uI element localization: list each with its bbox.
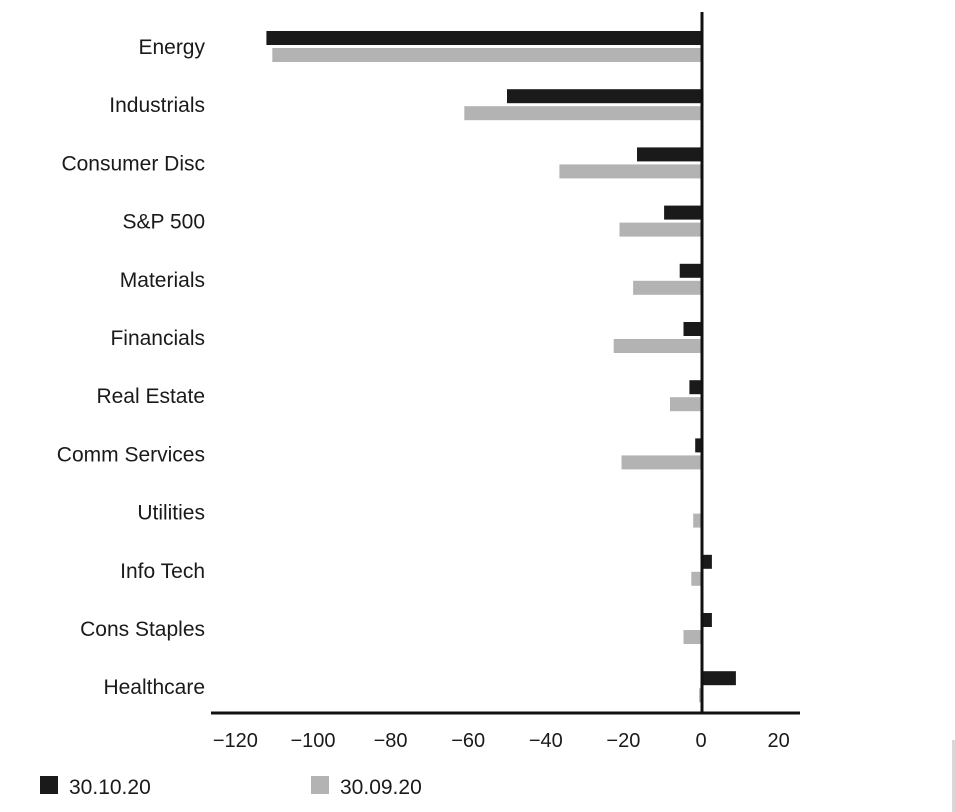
category-label-utilities: Utilities — [137, 502, 205, 525]
bar-energy-30-09-20 — [272, 48, 701, 62]
bar-consumer-disc-30-09-20 — [559, 164, 701, 179]
bars-group — [266, 31, 736, 703]
bar-real-estate-30-10-20 — [689, 380, 701, 395]
bar-energy-30-10-20 — [266, 31, 701, 45]
scrollbar-edge — [952, 740, 955, 812]
category-label-healthcare: Healthcare — [103, 676, 205, 699]
x-tick-label: −40 — [529, 730, 563, 752]
legend-label-30-10-20: 30.10.20 — [69, 776, 151, 799]
bar-info-tech-30-10-20 — [701, 554, 712, 569]
category-label-real-estate: Real Estate — [96, 385, 205, 408]
x-tick-label: 0 — [695, 730, 706, 752]
bar-sandp-500-30-09-20 — [619, 222, 701, 237]
bar-financials-30-10-20 — [683, 322, 701, 336]
category-label-comm-services: Comm Services — [57, 443, 205, 466]
category-label-energy: Energy — [138, 36, 205, 59]
category-label-materials: Materials — [120, 269, 205, 292]
bar-financials-30-09-20 — [613, 339, 701, 353]
x-tick-label: −60 — [451, 730, 485, 752]
bar-info-tech-30-09-20 — [691, 571, 701, 586]
category-label-industrials: Industrials — [109, 94, 205, 117]
x-tick-label: −120 — [213, 730, 258, 752]
category-label-info-tech: Info Tech — [120, 560, 205, 583]
bar-industrials-30-10-20 — [507, 89, 701, 104]
category-label-sandp-500: S&P 500 — [122, 211, 205, 234]
bar-materials-30-10-20 — [679, 263, 701, 278]
category-label-financials: Financials — [110, 327, 205, 350]
legend: 30.10.20 30.09.20 — [40, 776, 422, 799]
category-labels: Energy Industrials Consumer Disc S&P 500 Mat… — [57, 36, 206, 699]
bar-healthcare-30-10-20 — [701, 671, 736, 686]
x-tick-label: −80 — [374, 730, 408, 752]
category-label-consumer-disc: Consumer Disc — [61, 152, 205, 175]
bar-healthcare-30-09-20 — [699, 688, 701, 703]
bar-materials-30-09-20 — [633, 280, 701, 295]
bar-real-estate-30-09-20 — [670, 397, 701, 412]
x-tick-label: 20 — [767, 730, 789, 752]
x-tick-labels: −120 −100 −80 −60 −40 −20 0 20 — [213, 730, 790, 752]
legend-swatch-30-09-20 — [311, 776, 329, 794]
legend-swatch-30-10-20 — [40, 776, 58, 794]
x-tick-label: −20 — [606, 730, 640, 752]
legend-label-30-09-20: 30.09.20 — [340, 776, 422, 799]
bar-consumer-disc-30-10-20 — [637, 147, 701, 162]
axes-group — [211, 12, 800, 715]
x-tick-label: −100 — [290, 730, 335, 752]
category-label-cons-staples: Cons Staples — [80, 618, 205, 641]
bar-industrials-30-09-20 — [464, 106, 701, 121]
bar-sandp-500-30-10-20 — [664, 205, 701, 220]
bar-comm-services-30-09-20 — [621, 455, 701, 470]
bar-cons-staples-30-10-20 — [701, 613, 712, 627]
bar-utilities-30-09-20 — [693, 513, 701, 528]
bar-comm-services-30-10-20 — [695, 438, 701, 453]
bar-cons-staples-30-09-20 — [683, 630, 701, 644]
